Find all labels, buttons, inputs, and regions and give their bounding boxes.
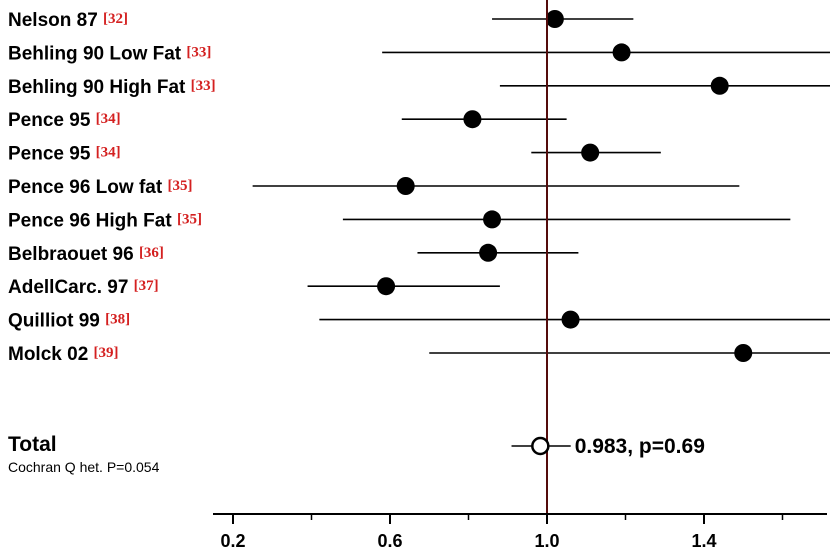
- study-name: Pence 95: [8, 144, 96, 165]
- estimate-marker: [612, 43, 631, 62]
- x-axis: 0.20.61.01.41.82.22.63.0: [213, 513, 827, 551]
- study-row: Nelson 87 [32]: [8, 10, 634, 31]
- study-row: Pence 96 High Fat [35]: [8, 210, 791, 231]
- study-row: Pence 96 Low fat [35]: [8, 177, 740, 198]
- study-label: Behling 90 Low Fat [33]: [8, 43, 211, 64]
- study-name: Quilliot 99: [8, 311, 105, 332]
- heterogeneity-label: Cochran Q het. P=0.054: [8, 459, 160, 475]
- study-name: Molck 02: [8, 344, 94, 365]
- study-row: Behling 90 Low Fat [33]: [8, 43, 830, 64]
- estimate-marker: [396, 177, 415, 195]
- x-tick-label: 0.2: [220, 531, 245, 551]
- study-name: Pence 96 High Fat: [8, 210, 177, 231]
- estimate-marker: [479, 243, 498, 262]
- study-reference: [34]: [96, 111, 121, 127]
- estimate-marker: [710, 76, 729, 95]
- study-row: AdellCarc. 97 [37]: [8, 277, 500, 298]
- estimate-marker: [581, 143, 600, 162]
- study-name: Nelson 87: [8, 10, 103, 31]
- estimate-marker: [483, 210, 502, 229]
- study-name: Behling 90 Low Fat: [8, 43, 186, 64]
- study-label: Molck 02 [39]: [8, 344, 119, 365]
- study-label: Pence 95 [34]: [8, 144, 121, 165]
- study-row: Belbraouet 96 [36]: [8, 243, 579, 265]
- study-label: Behling 90 High Fat [33]: [8, 77, 216, 98]
- study-reference: [39]: [94, 345, 119, 361]
- study-label: Nelson 87 [32]: [8, 10, 128, 31]
- study-label: Pence 95 [34]: [8, 110, 121, 131]
- estimate-marker: [463, 110, 482, 129]
- study-label: Quilliot 99 [38]: [8, 311, 130, 332]
- study-name: AdellCarc. 97: [8, 277, 134, 298]
- study-reference: [33]: [191, 78, 216, 94]
- study-reference: [33]: [186, 44, 211, 60]
- study-name: Behling 90 High Fat: [8, 77, 191, 98]
- study-rows: Nelson 87 [32]Behling 90 Low Fat [33]Beh…: [8, 10, 830, 365]
- study-reference: [37]: [134, 278, 159, 294]
- study-reference: [34]: [96, 145, 121, 161]
- study-name: Pence 95: [8, 110, 96, 131]
- summary-value-label: 0.983, p=0.69: [575, 435, 705, 458]
- study-row: Pence 95 [34]: [8, 110, 567, 131]
- estimate-marker: [545, 10, 564, 28]
- study-label: Pence 96 Low fat [35]: [8, 177, 192, 198]
- study-reference: [35]: [177, 211, 202, 227]
- summary-row: Total Cochran Q het. P=0.054 0.983, p=0.…: [8, 433, 705, 475]
- study-reference: [38]: [105, 312, 130, 328]
- study-reference: [36]: [139, 245, 164, 261]
- study-row: Behling 90 High Fat [33]: [8, 76, 830, 98]
- study-name: Pence 96 Low fat: [8, 177, 167, 198]
- study-reference: [32]: [103, 11, 128, 27]
- x-tick-label: 0.6: [377, 531, 402, 551]
- summary-marker: [531, 436, 550, 456]
- study-reference: [35]: [167, 178, 192, 194]
- study-label: AdellCarc. 97 [37]: [8, 277, 159, 298]
- study-name: Belbraouet 96: [8, 244, 139, 265]
- study-row: Quilliot 99 [38]: [8, 310, 830, 332]
- study-label: Belbraouet 96 [36]: [8, 244, 164, 265]
- x-tick-label: 1.0: [534, 531, 559, 551]
- x-tick-label: 1.4: [691, 531, 716, 551]
- study-row: Pence 95 [34]: [8, 143, 661, 165]
- estimate-marker: [561, 310, 580, 329]
- estimate-marker: [377, 277, 396, 296]
- study-label: Pence 96 High Fat [35]: [8, 210, 202, 231]
- estimate-marker: [734, 344, 753, 362]
- total-label: Total: [8, 433, 57, 456]
- study-row: Molck 02 [39]: [8, 344, 830, 365]
